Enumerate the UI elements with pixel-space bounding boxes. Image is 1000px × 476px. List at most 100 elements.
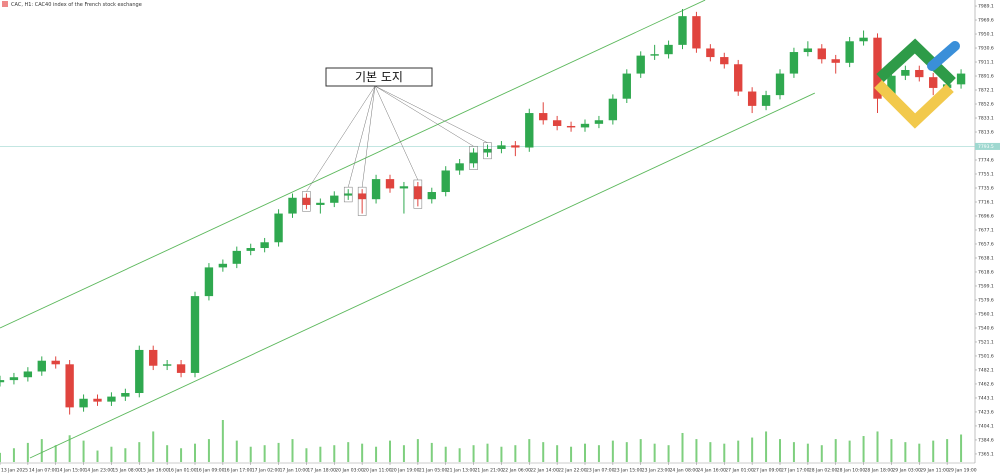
volume-bar (416, 439, 419, 462)
logo (874, 38, 960, 129)
x-tick-label: 21 Jan 21:00 (475, 468, 504, 474)
y-tick-label: 7423.6 (978, 409, 994, 415)
volume-bar (667, 445, 670, 462)
volume-bar (207, 439, 210, 462)
y-tick-label: 7501.6 (978, 353, 994, 359)
x-tick-label: 22 Jan 22:00 (558, 468, 587, 474)
y-tick-label: 7813.6 (978, 130, 994, 136)
x-tick-label: 27 Jan 17:00 (781, 468, 810, 474)
volume-bar (876, 431, 879, 462)
doji-marker (483, 142, 492, 160)
x-tick-label: 29 Jan 03:00 (892, 468, 921, 474)
candle-body (316, 202, 325, 205)
x-tick-label: 28 Jan 18:00 (865, 468, 894, 474)
y-tick-label: 7872.1 (978, 88, 994, 94)
candle-body (302, 197, 311, 205)
volume-bar (166, 445, 169, 462)
volume-bar (110, 446, 113, 462)
x-tick-label: 17 Jan 18:00 (307, 468, 336, 474)
volume-bar (430, 442, 433, 462)
y-tick-label: 7540.6 (978, 325, 994, 331)
volume-bar (444, 446, 447, 462)
doji-marker (302, 191, 311, 212)
current-price-tag (975, 142, 1000, 150)
candle-body (288, 197, 297, 214)
x-tick-label: 23 Jan 15:00 (614, 468, 643, 474)
volume-bar (54, 445, 57, 462)
doji-marker (357, 186, 367, 216)
volume-bar (347, 442, 350, 462)
y-tick-label: 7482.1 (978, 367, 994, 373)
volume-bar (124, 448, 127, 462)
volume-bar (263, 445, 266, 462)
candle-body (915, 69, 924, 78)
candle-body (608, 98, 618, 121)
volume-bar (611, 440, 614, 462)
y-tick-label: 7365.1 (978, 451, 994, 457)
y-tick-label: 7969.6 (978, 18, 994, 24)
volume-bar (653, 443, 656, 462)
candle-body (218, 263, 228, 268)
volume-bar (235, 440, 238, 462)
volume-bar (556, 445, 559, 462)
channel-line (29, 92, 816, 459)
candle-body (65, 364, 74, 408)
volume-bar (639, 439, 642, 462)
y-tick-label: 7384.6 (978, 437, 994, 443)
candle-body (399, 186, 409, 189)
candle-body (511, 145, 520, 148)
candle-body (330, 195, 339, 203)
candle-body (636, 55, 645, 74)
candle-body (135, 349, 144, 394)
doji-marker (413, 179, 423, 209)
candle-body (385, 179, 395, 189)
candle-body (51, 360, 60, 365)
x-tick-label: 28 Jan 02:00 (809, 468, 838, 474)
volume-bar (918, 443, 921, 462)
candle-body (344, 193, 353, 196)
x-tick-label: 24 Jan 08:00 (670, 468, 699, 474)
chart-title: CAC, H1: CAC40 index of the French stock… (11, 2, 142, 8)
candle-body (803, 48, 813, 53)
volume-bar (695, 439, 698, 462)
candle-body (176, 364, 186, 373)
annotation-pointer (347, 85, 376, 188)
logo-green (876, 38, 956, 86)
x-tick-label: 13 Jan 2025 (1, 468, 28, 474)
y-tick-label: 7579.6 (978, 297, 994, 303)
candle-body (79, 398, 88, 408)
volume-bar (514, 445, 517, 462)
x-tick-label: 28 Jan 10:00 (837, 468, 866, 474)
candle-body (650, 54, 659, 56)
candle-body (789, 52, 799, 74)
y-tick-label: 7930.6 (978, 46, 994, 52)
candle-body (929, 77, 938, 88)
candle-body (246, 248, 255, 251)
volume-bar (68, 435, 71, 462)
channel-line (0, 0, 706, 329)
volume-bar (389, 440, 391, 462)
candle-body (441, 170, 450, 193)
candle-body (622, 73, 631, 99)
x-tick-label: 20 Jan 11:00 (363, 468, 392, 474)
volume-bar (723, 443, 726, 462)
candle-body (747, 91, 757, 106)
candle-body (956, 73, 966, 85)
candle-body (260, 242, 269, 249)
volume-bar (890, 439, 893, 462)
logo-yellow (874, 80, 954, 129)
candle-body (93, 398, 102, 402)
volume-bar (932, 440, 935, 462)
volume-bar (221, 420, 224, 462)
x-tick-label: 29 Jan 19:00 (948, 468, 977, 474)
volume-bar (138, 442, 141, 462)
candle-body (497, 145, 506, 149)
y-tick-label: 7462.6 (978, 381, 994, 387)
candle-body (274, 213, 283, 243)
volume-bar (291, 439, 294, 462)
volume-bar (765, 431, 768, 462)
x-tick-label: 16 Jan 01:00 (168, 468, 197, 474)
x-tick-label: 20 Jan 19:00 (391, 468, 420, 474)
candle-body (678, 16, 687, 45)
